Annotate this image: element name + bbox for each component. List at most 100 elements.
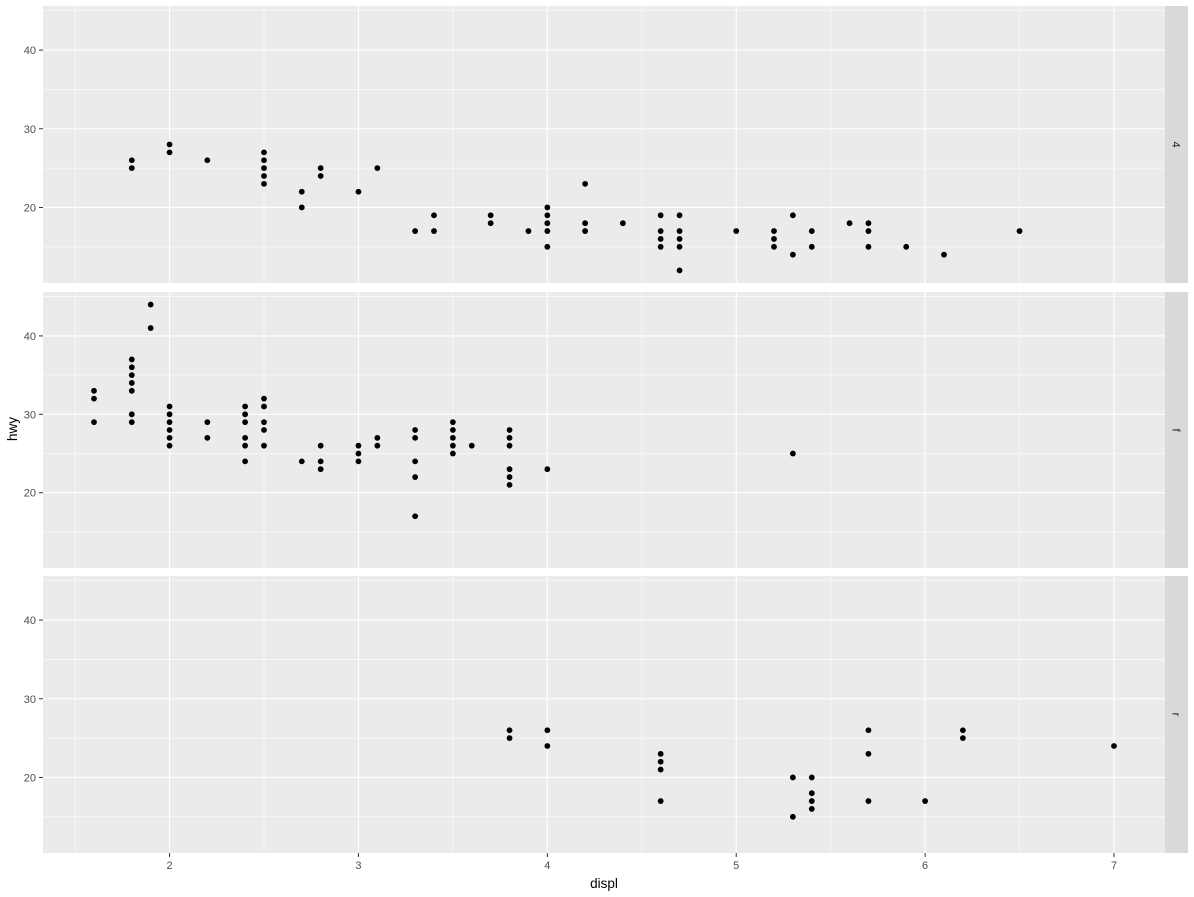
y-tick-label: 20 (24, 202, 36, 214)
data-point (128, 387, 135, 394)
data-point (204, 419, 211, 426)
data-point (166, 149, 173, 156)
data-point (412, 458, 419, 465)
data-point (166, 411, 173, 418)
data-point (449, 419, 456, 426)
data-point (506, 434, 513, 441)
data-point (128, 411, 135, 418)
panel-background (43, 6, 1165, 283)
facet-strip-label: 4 (1170, 141, 1182, 147)
data-point (166, 403, 173, 410)
data-point (261, 395, 267, 402)
data-point (657, 758, 664, 765)
data-point (808, 798, 815, 804)
data-point (808, 228, 815, 234)
data-point (355, 458, 362, 465)
data-point (412, 228, 419, 234)
data-point (128, 157, 135, 164)
data-point (261, 157, 267, 164)
data-point (789, 251, 796, 258)
data-point (582, 220, 589, 227)
data-point (789, 212, 796, 219)
data-point (582, 228, 589, 234)
data-point (733, 228, 740, 234)
data-point (261, 180, 267, 187)
data-point (261, 165, 267, 172)
data-point (657, 228, 664, 234)
data-point (657, 236, 664, 242)
data-point (242, 419, 249, 426)
data-point (317, 458, 324, 465)
data-point (676, 228, 683, 234)
data-point (261, 442, 267, 449)
data-point (317, 165, 324, 172)
data-point (771, 243, 777, 250)
data-point (128, 419, 135, 426)
y-tick-label: 30 (24, 124, 36, 136)
facet-strip (1165, 292, 1188, 568)
y-tick-label: 30 (24, 694, 36, 706)
data-point (412, 474, 419, 480)
data-point (128, 165, 135, 172)
data-point (657, 750, 664, 757)
data-point (261, 173, 267, 179)
data-point (166, 419, 173, 426)
data-point (468, 442, 475, 449)
data-point (865, 798, 872, 804)
panel-background (43, 292, 1165, 568)
data-point (317, 442, 324, 449)
data-point (91, 395, 97, 402)
panels-layer: 4 f r (43, 6, 1188, 853)
data-point (355, 188, 362, 195)
data-point (657, 243, 664, 250)
facet-panel-4: 4 (43, 6, 1188, 283)
data-point (506, 474, 513, 480)
data-point (959, 727, 966, 734)
data-point (959, 735, 966, 742)
data-point (317, 173, 324, 179)
data-point (261, 427, 267, 433)
data-point (544, 220, 551, 227)
facet-strip (1165, 6, 1188, 283)
data-point (808, 790, 815, 797)
data-point (657, 212, 664, 219)
data-point (789, 450, 796, 457)
x-tick-label: 2 (166, 860, 172, 872)
data-point (865, 228, 872, 234)
data-point (374, 434, 381, 441)
data-point (431, 228, 437, 234)
data-point (657, 798, 664, 804)
y-tick-label: 20 (24, 772, 36, 784)
x-tick-label: 7 (1111, 860, 1117, 872)
data-point (449, 427, 456, 433)
data-point (298, 458, 305, 465)
data-point (242, 434, 249, 441)
x-tick-label: 6 (922, 860, 928, 872)
data-point (91, 387, 97, 394)
data-point (242, 403, 249, 410)
facet-strip-label: f (1170, 428, 1182, 432)
data-point (128, 372, 135, 379)
data-point (242, 458, 249, 465)
data-point (676, 212, 683, 219)
data-point (619, 220, 626, 227)
data-point (147, 301, 154, 308)
data-point (1016, 228, 1023, 234)
data-point (941, 251, 947, 258)
data-point (544, 727, 551, 734)
data-point (298, 204, 305, 211)
data-point (544, 743, 551, 749)
data-point (771, 228, 777, 234)
panel-background (43, 576, 1165, 853)
data-point (128, 356, 135, 363)
data-point (808, 243, 815, 250)
data-point (242, 442, 249, 449)
data-point (166, 141, 173, 148)
data-point (261, 419, 267, 426)
data-point (431, 212, 437, 219)
data-point (789, 813, 796, 820)
data-point (412, 434, 419, 441)
data-point (487, 220, 494, 227)
data-point (771, 236, 777, 242)
data-point (808, 806, 815, 812)
